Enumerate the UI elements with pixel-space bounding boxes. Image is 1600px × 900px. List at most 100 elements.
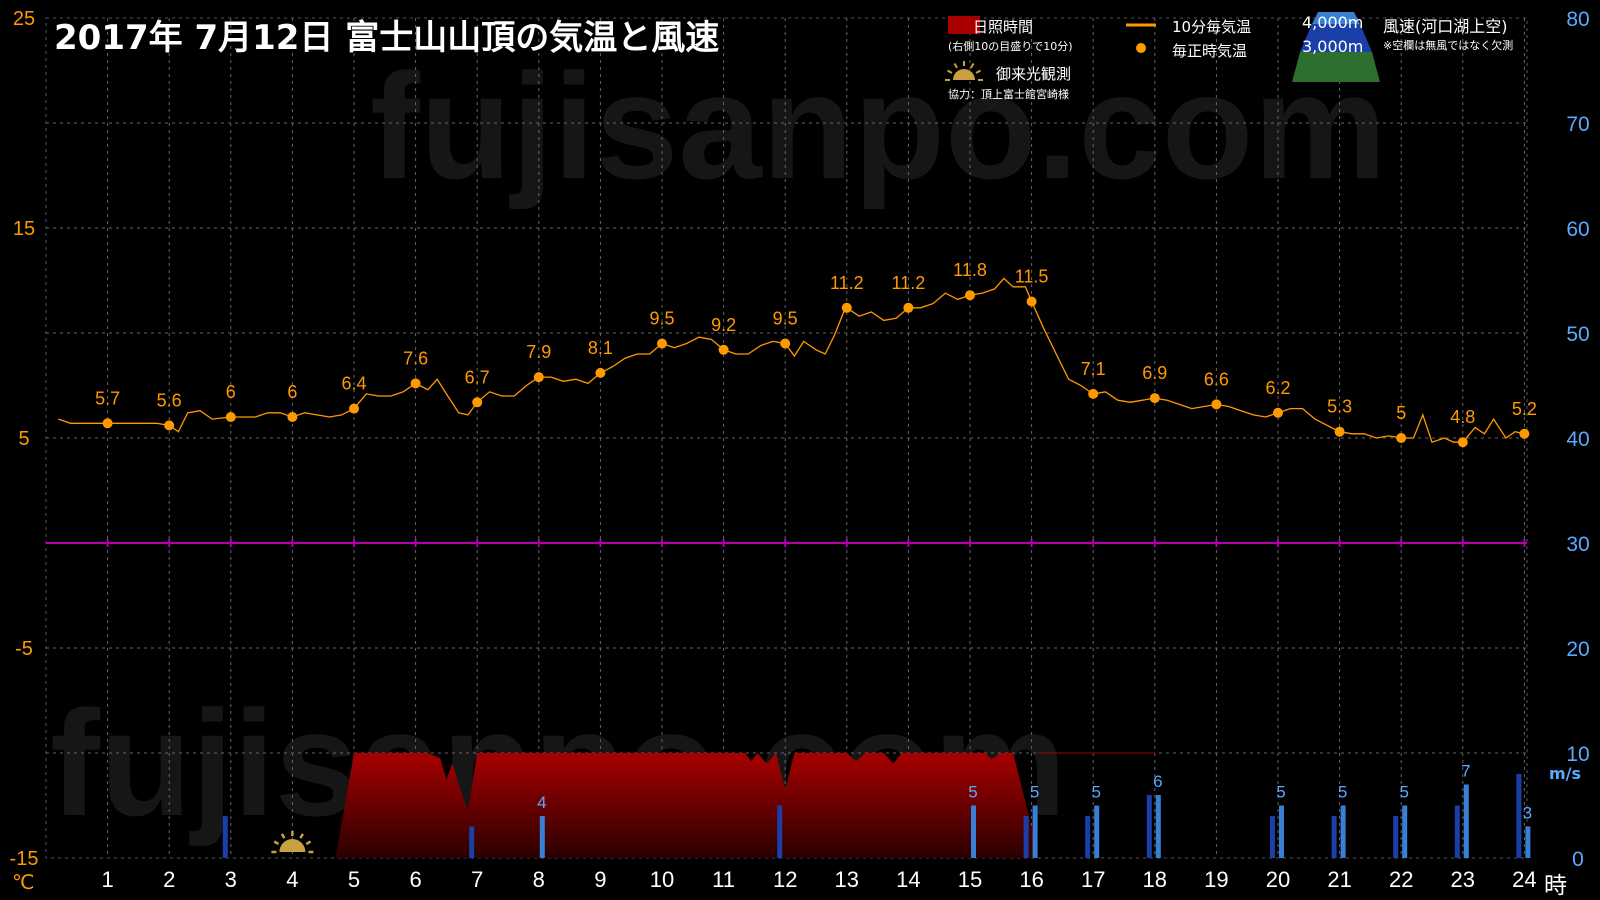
wind-bar-4000m	[1279, 805, 1284, 858]
hourly-temperature-label: 11.5	[1015, 267, 1049, 287]
x-axis-tick-label: 20	[1266, 867, 1290, 892]
wind-value-label: 5	[1338, 783, 1347, 802]
wind-bar-4000m	[539, 816, 545, 858]
hourly-temperature-point	[718, 344, 729, 355]
legend-temp10-label: 10分毎気温	[1172, 18, 1252, 36]
x-axis-tick-label: 9	[594, 867, 606, 892]
wind-bar-4000m	[1402, 805, 1408, 858]
hourly-temperature-label: 7.6	[403, 348, 428, 368]
x-axis-tick-label: 22	[1389, 867, 1413, 892]
hourly-temperature-label: 5.2	[1512, 399, 1537, 419]
hourly-temperature-point	[657, 338, 667, 349]
wind-bar-3000m	[1454, 805, 1460, 858]
sunrise-ray	[280, 833, 286, 839]
x-axis-tick-label: 12	[773, 867, 797, 892]
wind-bar-4000m	[1525, 826, 1531, 858]
wind-value-label: 5	[1091, 783, 1100, 802]
sunrise-ray	[299, 833, 304, 839]
hourly-temperature-point	[1396, 433, 1407, 443]
legend-sunrise-ray	[970, 63, 975, 69]
hourly-temperature-point	[225, 412, 236, 422]
legend-wind-note: ※空欄は無風ではなく欠測	[1383, 39, 1514, 52]
wind-bar-3000m	[777, 805, 783, 858]
x-axis-tick-label: 5	[348, 867, 360, 892]
hourly-temperature-label: 7.9	[526, 342, 551, 362]
legend-wind-4000: 4,000m	[1302, 13, 1364, 32]
wind-bar-3000m	[1516, 774, 1522, 858]
legend-sunshine-note: (右側10の目盛りで10分)	[948, 40, 1073, 53]
legend-sunrise-ray	[947, 69, 953, 74]
sunrise-icon	[271, 831, 314, 854]
left-axis-unit: ℃	[12, 870, 35, 894]
page-title: 2017年 7月12日 富士山山頂の気温と風速	[54, 18, 720, 58]
legend-credit: 協力：頂上富士館宮崎様	[948, 88, 1069, 101]
hourly-temperature-label: 9.2	[711, 315, 736, 335]
hourly-temperature-label: 8.1	[588, 338, 613, 358]
legend-sunshine-label: 日照時間	[973, 18, 1034, 36]
ten-minute-temperature-line	[58, 277, 1525, 444]
right-axis-tick-label: 40	[1566, 428, 1589, 451]
right-axis-unit: m/s	[1549, 764, 1582, 783]
hourly-temperature-point	[164, 420, 175, 431]
hourly-temperature-label: 9.5	[773, 309, 798, 329]
hourly-temperature-label: 11.8	[953, 260, 987, 280]
left-axis-tick-label: 15	[13, 218, 35, 240]
hourly-temperature-label: 6	[287, 382, 297, 402]
hourly-temperature-point	[287, 412, 298, 422]
wind-value-label: 5	[1276, 783, 1285, 802]
wind-value-label: 4	[537, 793, 546, 812]
hourly-temperature-point	[1149, 393, 1160, 404]
sunrise-disc	[279, 839, 306, 852]
hourly-temperature-point	[903, 302, 914, 313]
hourly-temperature-point	[1273, 407, 1283, 418]
sunshine-area-group	[326, 752, 1155, 858]
sunrise-ray	[273, 840, 280, 846]
wind-bar-4000m	[1155, 795, 1161, 858]
hourly-temperature-label: 6.2	[1265, 378, 1290, 398]
wind-bar-3000m	[1393, 816, 1399, 858]
wind-value-label: 6	[1153, 772, 1162, 791]
x-axis-tick-label: 1	[101, 867, 113, 892]
x-axis-tick-label: 18	[1143, 867, 1167, 892]
x-axis-tick-label: 3	[225, 867, 237, 892]
right-axis-tick-label: 30	[1566, 533, 1589, 556]
legend-sunrise-disc	[953, 69, 975, 80]
legend-sunshine-swatch	[948, 16, 980, 34]
right-axis-tick-label: 0	[1572, 848, 1584, 871]
hourly-temperature-label: 4.8	[1450, 407, 1475, 427]
hourly-temperature-point	[1457, 437, 1468, 448]
hourly-temperature-point	[533, 372, 544, 383]
hourly-temperature-label: 6.4	[341, 374, 366, 394]
wind-bar-3000m	[1270, 816, 1275, 858]
x-axis-tick-label: 17	[1081, 867, 1105, 892]
hourly-temperature-label: 11.2	[830, 273, 864, 293]
left-axis-tick-label: -15	[10, 848, 39, 870]
wind-value-label: 5	[968, 783, 977, 802]
hourly-temperature-label: 6	[226, 382, 236, 402]
x-axis-tick-label: 15	[958, 867, 982, 892]
legend-sunrise-label: 御来光観測	[996, 65, 1072, 83]
x-axis-tick-label: 10	[650, 867, 674, 892]
hourly-temperature-label: 6.6	[1204, 369, 1229, 389]
legend-graphics-group	[945, 12, 1380, 82]
x-axis-tick-label: 4	[286, 867, 298, 892]
temperature-line-group: 5.7 5.6 6 6 6.4 7.6 6.7 7.9 8.1 9.5 9.2 9.5 11.2 11.2…	[58, 260, 1537, 448]
x-axis-unit: 時	[1544, 873, 1567, 899]
hourly-temperature-label: 5.7	[95, 388, 120, 408]
legend-mountain-3000	[1300, 24, 1372, 52]
hourly-temperature-label: 9.5	[649, 309, 674, 329]
wind-value-label: 7	[1461, 762, 1470, 781]
wind-bar-3000m	[1146, 795, 1152, 858]
left-axis-tick-label: 5	[18, 428, 29, 450]
legend-mountain-base	[1292, 52, 1380, 82]
x-axis-tick-label: 7	[471, 867, 483, 892]
right-axis-tick-label: 70	[1566, 113, 1589, 136]
hourly-temperature-label: 5.3	[1327, 397, 1352, 417]
left-axis-tick-label: 25	[13, 8, 35, 30]
right-axis-tick-label: 80	[1566, 8, 1589, 31]
hourly-temperature-label: 7.1	[1081, 359, 1106, 379]
x-axis-tick-label: 6	[409, 867, 421, 892]
hourly-temperature-label: 5	[1396, 403, 1406, 423]
